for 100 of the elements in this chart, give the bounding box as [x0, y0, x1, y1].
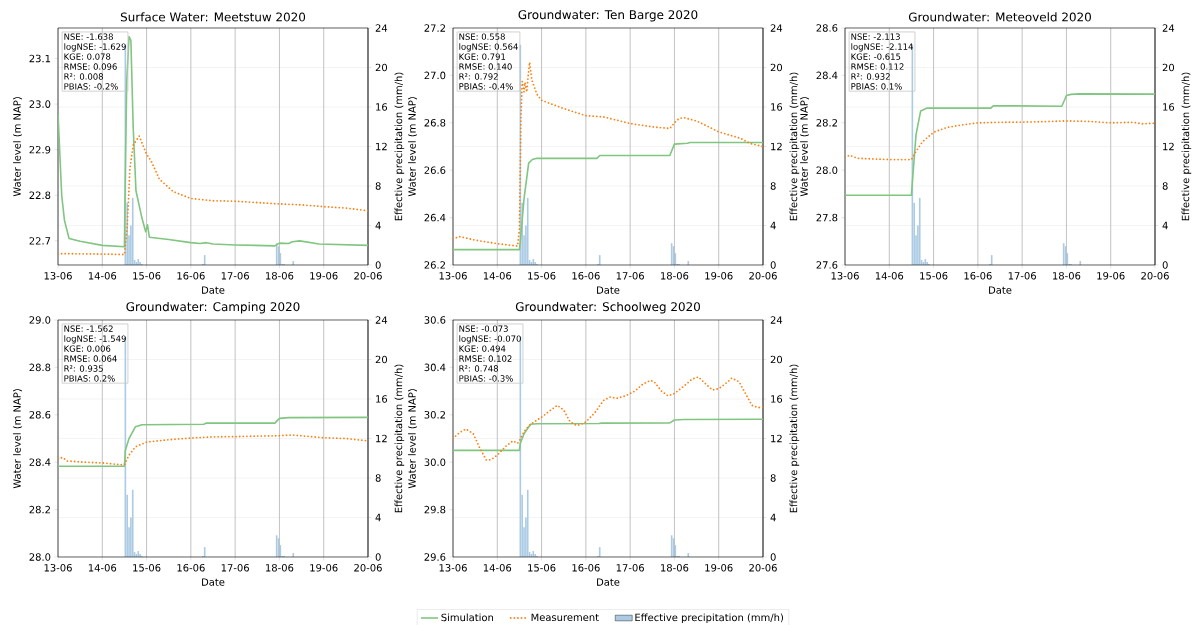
y2-tick-label: 20: [1162, 63, 1175, 72]
y-tick-label: 30.4: [424, 363, 446, 372]
y2-tick-label: 4: [770, 513, 776, 522]
y2-tick-label: 0: [1162, 261, 1168, 269]
annotation: logNSE: -1.549: [64, 335, 126, 344]
annotation: NSE: 0.558: [459, 33, 505, 40]
annotation: PBIAS: 0.2%: [64, 375, 115, 382]
y2-tick-label: 16: [376, 103, 388, 111]
chart-title: Groundwater: Meteoveld 2020: [908, 12, 1091, 22]
y-tick-label: 23.0: [29, 100, 51, 108]
y-axis-title: Water level (m NAP): [13, 389, 22, 489]
y2-tick-label: 16: [771, 395, 783, 403]
y-tick-label: 22.9: [29, 145, 51, 154]
annotation: RMSE: 0.140: [459, 63, 512, 70]
y2-tick-label: 0: [770, 553, 776, 561]
y2-tick-label: 20: [770, 63, 783, 72]
y-tick-label: 30.0: [424, 458, 446, 466]
y2-tick-label: 8: [770, 474, 776, 482]
y2-tick-label: 12: [1163, 142, 1174, 151]
x-tick-label: 19-06: [1097, 272, 1125, 280]
x-tick-label: 17-06: [616, 272, 644, 280]
y-tick-label: 26.8: [424, 119, 446, 127]
x-tick-label: 13-06: [439, 564, 467, 572]
annotation: KGE: 0.006: [64, 345, 111, 352]
x-tick-label: 13-06: [44, 272, 72, 280]
x-tick-label: 16-06: [177, 272, 205, 280]
y2-tick-label: 12: [771, 142, 782, 151]
y-tick-label: 28.6: [29, 411, 51, 419]
x-tick-label: 13-06: [44, 564, 72, 572]
y-tick-label: 28.0: [29, 553, 51, 561]
x-tick-label: 18-06: [661, 564, 689, 572]
x-tick-label: 14-06: [88, 272, 117, 280]
y2-tick-label: 20: [375, 63, 388, 72]
x-tick-label: 20-06: [354, 564, 382, 572]
x-tick-label: 16-06: [964, 272, 992, 280]
annotation: PBIAS: 0.1%: [851, 83, 902, 90]
chart-title: Groundwater: Camping 2020: [126, 301, 300, 314]
y-tick-label: 28.8: [29, 363, 51, 372]
y-tick-label: 29.8: [424, 505, 446, 514]
x-tick-label: 17-06: [1008, 272, 1036, 280]
y-tick-label: 28.2: [816, 119, 837, 127]
annotation: RMSE: 0.096: [64, 63, 117, 70]
annotation: RMSE: 0.064: [64, 355, 117, 362]
y2-tick-label: 0: [375, 261, 381, 269]
y2-tick-label: 8: [375, 474, 381, 482]
y2-axis-title: Effective precipitation (mm/h): [394, 72, 405, 221]
x-tick-label: 15-06: [920, 272, 948, 280]
y-axis-title: Water level (m NAP): [408, 97, 417, 197]
y-tick-label: 28.2: [29, 505, 50, 514]
y2-tick-label: 0: [770, 261, 776, 269]
legend-label: Simulation: [441, 613, 493, 622]
x-tick-label: 15-06: [528, 564, 556, 572]
x-tick-label: 20-06: [749, 272, 777, 280]
x-axis-title: Date: [597, 578, 620, 586]
annotation: RMSE: 0.102: [459, 355, 512, 362]
y2-tick-label: 16: [771, 103, 783, 111]
y2-tick-label: 12: [771, 434, 782, 443]
annotation: R²: 0.008: [64, 73, 103, 80]
x-tick-label: 19-06: [705, 272, 733, 280]
x-axis-title: Date: [202, 578, 225, 586]
y2-tick-label: 20: [770, 355, 783, 364]
y2-tick-label: 8: [375, 182, 381, 190]
y2-tick-label: 24: [770, 316, 783, 324]
x-tick-label: 19-06: [310, 272, 338, 280]
x-tick-label: 15-06: [133, 272, 161, 280]
y2-tick-label: 16: [1163, 103, 1175, 111]
y-tick-label: 27.8: [816, 213, 838, 222]
y-tick-label: 28.4: [29, 458, 51, 466]
y2-tick-label: 24: [770, 24, 783, 32]
y2-tick-label: 4: [770, 221, 776, 230]
x-tick-label: 13-06: [831, 272, 859, 280]
x-axis-title: Date: [202, 286, 225, 294]
annotation: PBIAS: -0.4%: [459, 83, 513, 90]
annotation: RMSE: 0.112: [851, 63, 904, 70]
y2-axis-title: Effective precipitation (mm/h): [394, 364, 405, 513]
annotation: PBIAS: -0.2%: [64, 83, 118, 90]
x-tick-label: 16-06: [177, 564, 205, 572]
y2-tick-label: 12: [376, 142, 387, 151]
x-tick-label: 20-06: [354, 272, 382, 280]
y-tick-label: 28.0: [816, 166, 838, 174]
x-tick-label: 17-06: [221, 564, 249, 572]
y-tick-label: 29.6: [424, 553, 446, 561]
annotation: logNSE: 0.564: [459, 43, 518, 52]
x-tick-label: 18-06: [266, 272, 294, 280]
x-tick-label: 18-06: [661, 272, 689, 280]
y2-tick-label: 4: [375, 221, 381, 230]
x-tick-label: 17-06: [221, 272, 249, 280]
y2-tick-label: 16: [376, 395, 388, 403]
x-tick-label: 14-06: [88, 564, 117, 572]
annotation: NSE: -1.562: [64, 325, 113, 332]
x-tick-label: 18-06: [1053, 272, 1081, 280]
annotation: logNSE: -1.629: [64, 43, 126, 52]
chart-title: Groundwater: Schoolweg 2020: [515, 301, 700, 314]
x-tick-label: 20-06: [749, 564, 777, 572]
annotation: R²: 0.748: [459, 365, 498, 372]
y2-axis-title: Effective precipitation (mm/h): [789, 364, 800, 513]
x-tick-label: 14-06: [875, 272, 904, 280]
y2-tick-label: 24: [375, 316, 388, 324]
x-tick-label: 19-06: [310, 564, 338, 572]
x-tick-label: 18-06: [266, 564, 294, 572]
